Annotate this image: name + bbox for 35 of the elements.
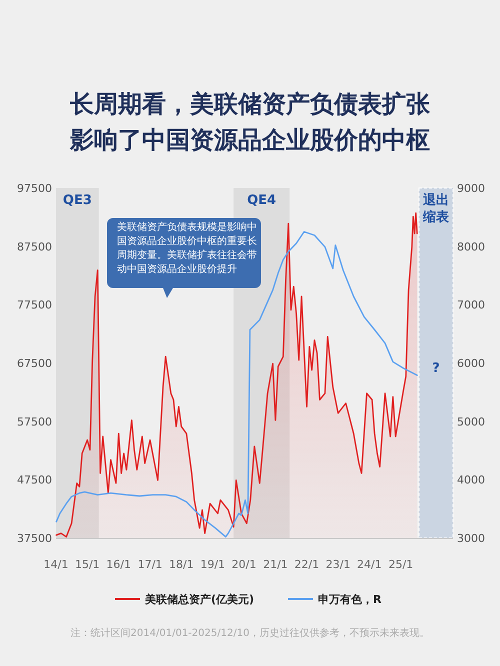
band-label: 退出缩表: [422, 192, 450, 226]
y-tick-label: 67500: [17, 357, 52, 370]
y-tick-label: 47500: [17, 474, 52, 487]
y2-tick-label: 6000: [457, 357, 485, 370]
x-tick-label: 19/1: [200, 558, 226, 571]
x-tick-label: 23/1: [326, 558, 350, 571]
y2-tick-label: 4000: [457, 474, 485, 487]
y-tick-label: 37500: [17, 532, 52, 545]
legend-label: 申万有色，R: [318, 593, 382, 606]
y2-tick-label: 7000: [457, 298, 485, 312]
x-tick-label: 16/1: [106, 558, 131, 571]
x-tick-label: 22/1: [294, 558, 320, 571]
x-tick-label: 20/1: [232, 558, 256, 571]
y2-tick-label: 8000: [457, 240, 485, 254]
y-tick-label: 77500: [17, 298, 52, 312]
y-tick-label: 97500: [17, 182, 52, 195]
callout-text: 美联储资产负债表规模是影响中国资源品企业股价中枢的重要长周期变量。美联储扩表往往会带动中国资源品企业股价提升: [116, 221, 258, 277]
x-tick-label: 17/1: [138, 558, 162, 571]
y-tick-label: 87500: [17, 240, 52, 254]
y-tick-label: 57500: [17, 415, 52, 428]
band-label: QE4: [246, 192, 278, 209]
y2-tick-label: 3000: [457, 532, 485, 545]
y2-tick-label: 9000: [457, 182, 485, 195]
title: 长周期看，美联储资产负债表扩张影响了中国资源品企业股价的中枢: [68, 89, 431, 156]
x-tick-label: 18/1: [169, 558, 194, 571]
x-tick-label: 21/1: [263, 558, 288, 571]
annotation: ?: [432, 361, 440, 376]
text: 注：统计区间2014/01/01-2025/12/10，历史过往仅供参考，不预示未来表现。: [70, 627, 430, 639]
x-tick-label: 25/1: [388, 558, 414, 571]
x-tick-label: 14/1: [44, 558, 68, 571]
x-tick-label: 24/1: [357, 558, 382, 571]
band-label: QE3: [62, 192, 93, 209]
y2-tick-label: 5000: [457, 415, 485, 428]
legend-label: 美联储总资产(亿美元): [144, 593, 254, 606]
x-tick-label: 15/1: [74, 558, 100, 571]
